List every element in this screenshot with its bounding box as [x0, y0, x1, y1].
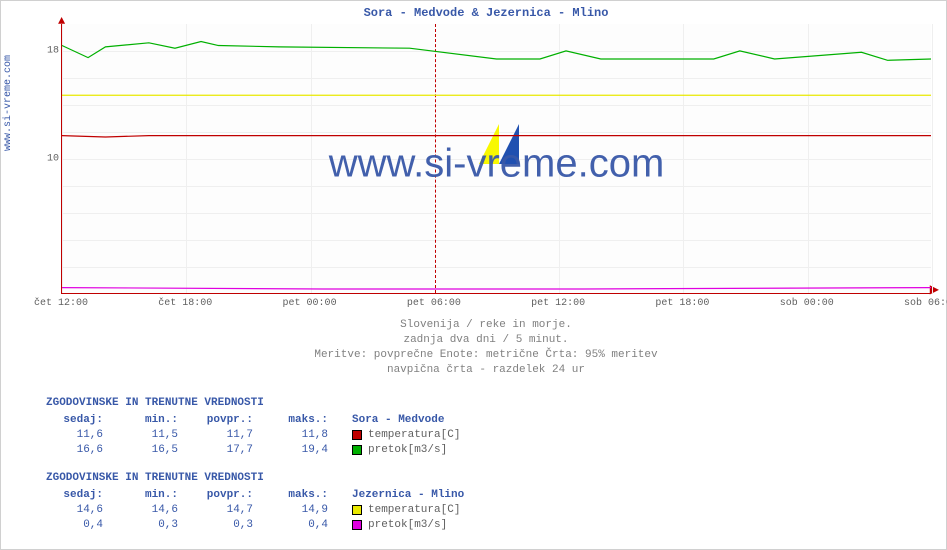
stats-header-row: sedaj: min.: povpr.: maks.: Jezernica - … — [46, 488, 464, 503]
stat-value: 14,9 — [271, 503, 346, 518]
series-label: temperatura[C] — [368, 428, 460, 443]
series-label: pretok[m3/s] — [368, 443, 447, 458]
chart-title: Sora - Medvode & Jezernica - Mlino — [31, 6, 941, 20]
stats-data-row: 14,6 14,6 14,7 14,9 temperatura[C] — [46, 503, 464, 518]
stat-value: 14,7 — [196, 503, 271, 518]
series-group-name: Sora - Medvode — [352, 413, 444, 428]
series-label: pretok[m3/s] — [368, 518, 447, 533]
col-header: min.: — [121, 488, 196, 503]
stat-value: 11,8 — [271, 428, 346, 443]
stat-value: 0,4 — [46, 518, 121, 533]
stats-header-row: sedaj: min.: povpr.: maks.: Sora - Medvo… — [46, 413, 460, 428]
stat-value: 16,5 — [121, 443, 196, 458]
col-header: sedaj: — [46, 413, 121, 428]
stat-value: 11,5 — [121, 428, 196, 443]
chart-container: Sora - Medvode & Jezernica - Mlino ▲ ▶ 1… — [31, 6, 941, 356]
series-group-name: Jezernica - Mlino — [352, 488, 464, 503]
col-header: povpr.: — [196, 413, 271, 428]
col-header: min.: — [121, 413, 196, 428]
x-tick-label: pet 18:00 — [655, 298, 709, 309]
x-tick-label: pet 06:00 — [407, 298, 461, 309]
x-tick-label: čet 12:00 — [34, 298, 88, 309]
col-header: maks.: — [271, 413, 346, 428]
x-tick-label: sob 00:00 — [780, 298, 834, 309]
col-header: maks.: — [271, 488, 346, 503]
stats-heading: ZGODOVINSKE IN TRENUTNE VREDNOSTI — [46, 471, 464, 486]
stat-value: 0,3 — [196, 518, 271, 533]
caption-line: zadnja dva dni / 5 minut. — [31, 333, 941, 348]
stat-value: 0,4 — [271, 518, 346, 533]
chart-caption: Slovenija / reke in morje. zadnja dva dn… — [31, 318, 941, 377]
col-header: sedaj: — [46, 488, 121, 503]
stat-value: 0,3 — [121, 518, 196, 533]
x-tick-label: sob 06:00 — [904, 298, 947, 309]
stats-data-row: 11,6 11,5 11,7 11,8 temperatura[C] — [46, 428, 460, 443]
color-swatch-icon — [352, 430, 362, 440]
stats-block-2: ZGODOVINSKE IN TRENUTNE VREDNOSTI sedaj:… — [46, 471, 464, 532]
stat-value: 11,7 — [196, 428, 271, 443]
x-tick-label: pet 00:00 — [283, 298, 337, 309]
stat-value: 14,6 — [121, 503, 196, 518]
stats-data-row: 16,6 16,5 17,7 19,4 pretok[m3/s] — [46, 443, 460, 458]
stat-value: 16,6 — [46, 443, 121, 458]
series-label: temperatura[C] — [368, 503, 460, 518]
color-swatch-icon — [352, 520, 362, 530]
stats-heading: ZGODOVINSKE IN TRENUTNE VREDNOSTI — [46, 396, 460, 411]
col-header: povpr.: — [196, 488, 271, 503]
stats-block-1: ZGODOVINSKE IN TRENUTNE VREDNOSTI sedaj:… — [46, 396, 460, 457]
y-tick-label: 10 — [37, 154, 59, 165]
y-tick-label: 18 — [37, 46, 59, 57]
stat-value: 17,7 — [196, 443, 271, 458]
stats-data-row: 0,4 0,3 0,3 0,4 pretok[m3/s] — [46, 518, 464, 533]
stat-value: 14,6 — [46, 503, 121, 518]
caption-line: Slovenija / reke in morje. — [31, 318, 941, 333]
color-swatch-icon — [352, 445, 362, 455]
x-axis-ticks: čet 12:00čet 18:00pet 00:00pet 06:00pet … — [61, 298, 931, 314]
chart-lines — [62, 24, 931, 293]
caption-line: Meritve: povprečne Enote: metrične Črta:… — [31, 348, 941, 363]
stat-value: 19,4 — [271, 443, 346, 458]
x-tick-label: pet 12:00 — [531, 298, 585, 309]
stat-value: 11,6 — [46, 428, 121, 443]
caption-line: navpična črta - razdelek 24 ur — [31, 363, 941, 378]
x-tick-label: čet 18:00 — [158, 298, 212, 309]
y-axis-label: www.si-vreme.com — [3, 55, 14, 151]
color-swatch-icon — [352, 505, 362, 515]
plot-area: ▲ ▶ 1018 www.si-vreme.com — [61, 24, 931, 294]
